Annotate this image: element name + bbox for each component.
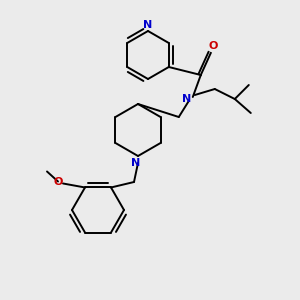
Text: O: O [53,178,63,188]
Text: N: N [143,20,153,30]
Text: N: N [131,158,141,168]
Text: O: O [208,41,218,51]
Text: N: N [182,94,191,104]
